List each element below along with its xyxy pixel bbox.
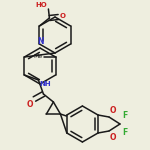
Text: Me: Me: [33, 54, 43, 60]
Text: N: N: [38, 37, 44, 46]
Text: F: F: [122, 128, 127, 137]
Text: O: O: [110, 106, 117, 115]
Text: HO: HO: [36, 2, 47, 8]
Text: NH: NH: [39, 81, 51, 87]
Text: F: F: [122, 111, 127, 120]
Text: O: O: [110, 133, 117, 142]
Text: O: O: [59, 13, 65, 19]
Text: O: O: [27, 100, 33, 109]
